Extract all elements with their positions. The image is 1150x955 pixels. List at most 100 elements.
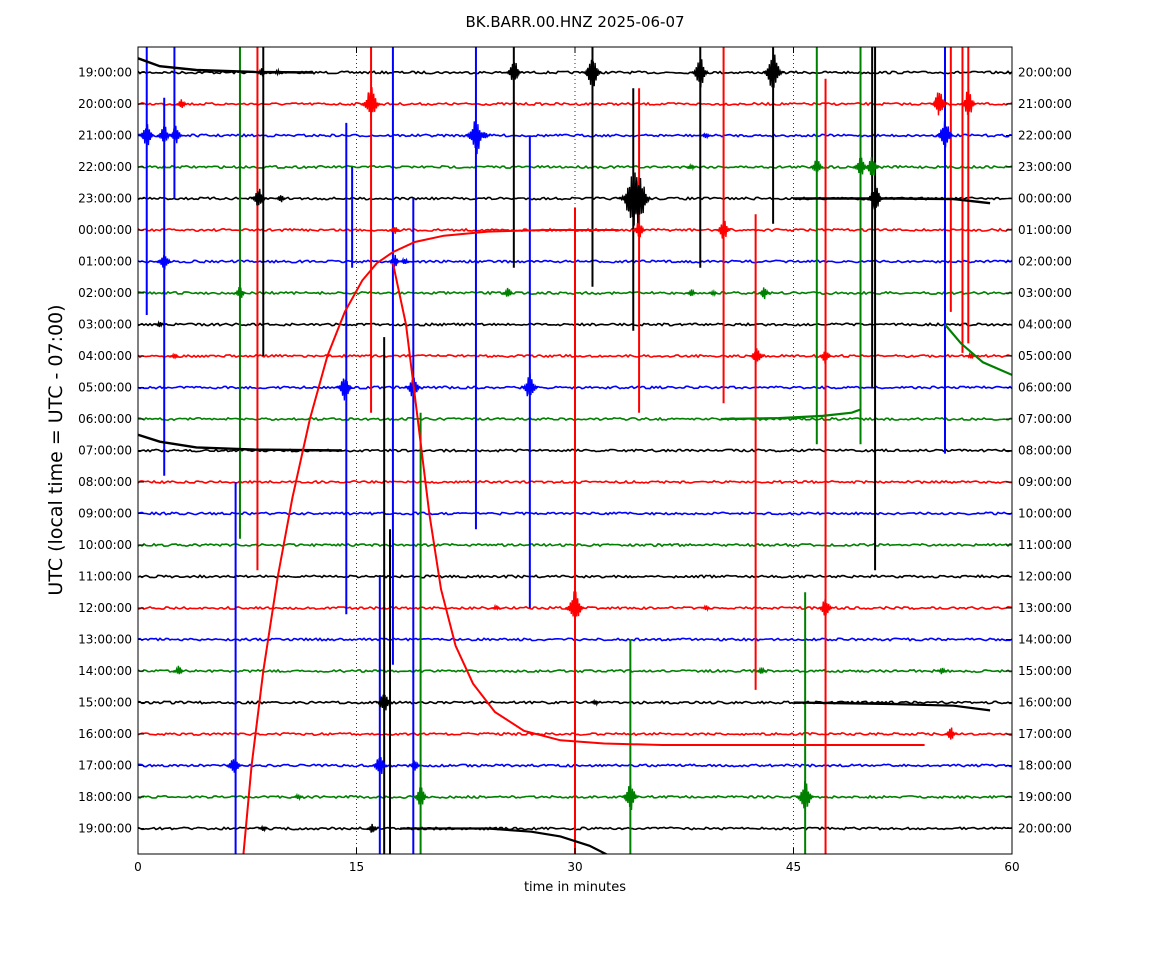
event-burst xyxy=(225,758,242,773)
event-burst xyxy=(700,132,712,140)
y-tick-label-left: 03:00:00 xyxy=(78,318,132,332)
y-tick-label-left: 20:00:00 xyxy=(78,97,132,111)
event-burst xyxy=(756,666,767,674)
y-tick-label-left: 15:00:00 xyxy=(78,696,132,710)
event-burst xyxy=(590,698,600,707)
y-tick-label-right: 13:00:00 xyxy=(1018,601,1072,615)
y-tick-label-left: 02:00:00 xyxy=(78,286,132,300)
event-burst xyxy=(959,89,977,115)
y-tick-label-left: 10:00:00 xyxy=(78,538,132,552)
y-tick-label-left: 19:00:00 xyxy=(78,66,132,80)
y-tick-label-left: 13:00:00 xyxy=(78,633,132,647)
event-bursts xyxy=(138,54,977,833)
drift-curve xyxy=(242,229,619,854)
y-tick-label-right: 03:00:00 xyxy=(1018,286,1072,300)
event-burst xyxy=(293,792,303,802)
event-burst xyxy=(371,757,388,774)
event-burst xyxy=(366,823,378,833)
y-tick-label-left: 18:00:00 xyxy=(78,790,132,804)
y-tick-label-right: 14:00:00 xyxy=(1018,633,1072,647)
drift-curve xyxy=(400,827,609,854)
event-burst xyxy=(479,131,491,139)
event-burst xyxy=(408,760,421,771)
y-tick-label-left: 05:00:00 xyxy=(78,381,132,395)
event-burst xyxy=(154,320,165,328)
y-tick-label-left: 16:00:00 xyxy=(78,727,132,741)
y-axis-right: 20:00:00 21:00:00 22:00:00 23:00:00 00:00:00… xyxy=(1006,66,1072,836)
event-burst xyxy=(795,780,815,809)
x-axis-label: time in minutes xyxy=(524,880,626,895)
y-tick-label-right: 16:00:00 xyxy=(1018,696,1072,710)
drift-curve xyxy=(944,323,1012,376)
event-burst xyxy=(708,288,718,298)
y-axis-left: 19:00:00 20:00:00 21:00:00 22:00:00 23:00:00… xyxy=(78,66,144,836)
y-tick-label-left: 00:00:00 xyxy=(78,223,132,237)
event-burst xyxy=(175,99,187,109)
event-burst xyxy=(388,227,400,234)
y-tick-label-right: 08:00:00 xyxy=(1018,444,1072,458)
y-tick-label-right: 02:00:00 xyxy=(1018,255,1072,269)
y-tick-label-right: 17:00:00 xyxy=(1018,727,1072,741)
event-burst xyxy=(520,373,539,397)
trace-row xyxy=(138,101,1012,107)
x-tick-label: 45 xyxy=(786,860,801,874)
event-burst xyxy=(169,352,179,360)
y-tick-label-right: 06:00:00 xyxy=(1018,381,1072,395)
event-burst xyxy=(818,351,832,364)
event-burst xyxy=(156,126,172,142)
y-tick-label-right: 21:00:00 xyxy=(1018,97,1072,111)
drift-curve xyxy=(793,701,991,712)
y-tick-label-left: 17:00:00 xyxy=(78,759,132,773)
y-tick-label-left: 23:00:00 xyxy=(78,192,132,206)
event-burst xyxy=(412,787,429,806)
event-burst xyxy=(621,784,639,811)
x-axis: 0 15 30 45 60 xyxy=(134,47,1020,874)
y-tick-label-right: 15:00:00 xyxy=(1018,664,1072,678)
event-burst xyxy=(336,378,353,401)
chart-title: BK.BARR.00.HNZ 2025-06-07 xyxy=(465,13,684,31)
event-burst xyxy=(375,694,393,711)
event-burst xyxy=(809,160,824,172)
event-burst xyxy=(168,125,184,144)
drift-curve xyxy=(720,408,861,421)
event-burst xyxy=(360,87,382,120)
y-tick-label-right: 23:00:00 xyxy=(1018,160,1072,174)
event-burst xyxy=(935,120,954,148)
trace-row xyxy=(138,133,1012,138)
event-burst xyxy=(715,220,731,239)
event-burst xyxy=(465,121,487,155)
y-tick-label-left: 14:00:00 xyxy=(78,664,132,678)
event-burst xyxy=(930,92,948,116)
y-tick-label-left: 09:00:00 xyxy=(78,507,132,521)
event-burst xyxy=(944,727,958,740)
event-burst xyxy=(817,599,833,616)
drift-curve xyxy=(138,433,342,452)
y-axis-label: UTC (local time = UTC - 07:00) xyxy=(45,304,67,595)
drift-curve xyxy=(793,197,991,205)
x-tick-label: 0 xyxy=(134,860,142,874)
event-burst xyxy=(505,62,522,81)
y-tick-label-right: 12:00:00 xyxy=(1018,570,1072,584)
event-burst xyxy=(690,59,710,88)
y-tick-label-right: 01:00:00 xyxy=(1018,223,1072,237)
y-tick-label-right: 11:00:00 xyxy=(1018,538,1072,552)
event-burst xyxy=(275,195,287,203)
y-tick-label-right: 00:00:00 xyxy=(1018,192,1072,206)
event-burst xyxy=(404,377,422,397)
event-burst xyxy=(564,591,586,626)
x-tick-label: 60 xyxy=(1004,860,1019,874)
event-burst xyxy=(491,603,501,611)
event-burst xyxy=(965,351,977,359)
drift-curves xyxy=(138,57,1012,854)
event-burst xyxy=(399,256,410,265)
event-burst xyxy=(233,287,247,301)
event-burst xyxy=(686,163,696,171)
y-tick-label-left: 11:00:00 xyxy=(78,570,132,584)
event-burst xyxy=(172,665,185,675)
event-burst xyxy=(156,254,172,270)
event-burst xyxy=(936,667,948,675)
y-tick-label-right: 20:00:00 xyxy=(1018,822,1072,836)
event-burst xyxy=(758,287,771,300)
